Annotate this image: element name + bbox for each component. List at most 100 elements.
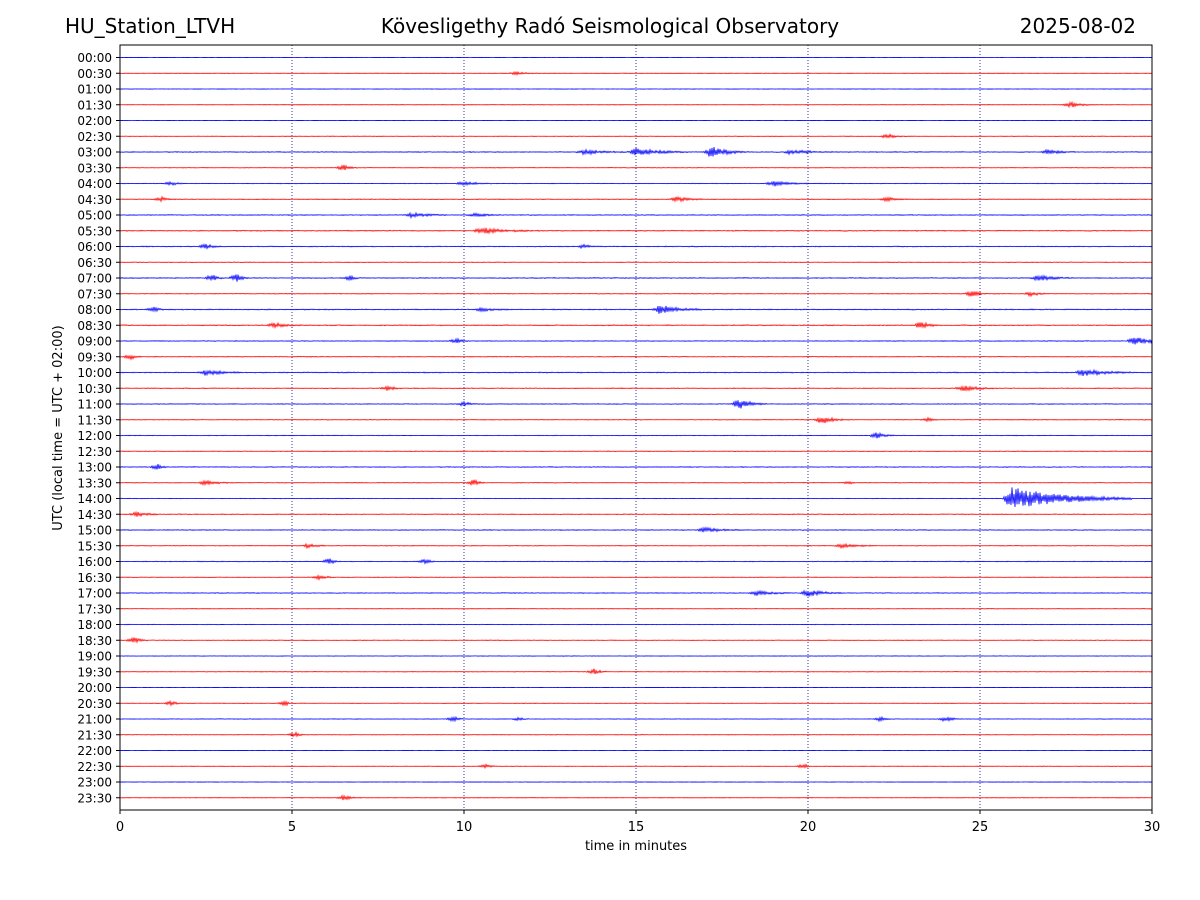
trace-row [119, 274, 1153, 282]
trace-row [119, 510, 1153, 518]
row-label: 15:30 [77, 539, 112, 553]
row-label: 16:30 [77, 571, 112, 585]
trace-row [119, 290, 1153, 298]
x-tick-label-5: 5 [288, 820, 296, 835]
row-label: 13:00 [77, 461, 112, 475]
row-label: 06:30 [77, 256, 112, 270]
row-label: 22:30 [77, 760, 112, 774]
row-label: 14:00 [77, 492, 112, 506]
trace-row [119, 794, 1153, 801]
trace-row [119, 100, 1153, 109]
row-label: 20:30 [77, 697, 112, 711]
trace-row [119, 450, 1153, 453]
row-label: 04:00 [77, 177, 112, 191]
trace-row [119, 542, 1153, 550]
x-tick-label-0: 0 [116, 820, 124, 835]
row-label: 01:00 [77, 83, 112, 97]
trace-row [119, 526, 1153, 533]
trace-row [119, 574, 1153, 581]
trace-row [119, 731, 1153, 738]
row-label: 12:00 [77, 429, 112, 443]
row-label: 02:30 [77, 130, 112, 144]
row-label: 19:00 [77, 650, 112, 664]
row-label: 00:30 [77, 67, 112, 81]
row-label: 07:30 [77, 287, 112, 301]
trace-row [119, 180, 1153, 187]
trace-row [119, 227, 1153, 235]
row-label: 03:00 [77, 146, 112, 160]
trace-row [119, 715, 1153, 723]
row-label: 00:00 [77, 51, 112, 65]
row-label: 12:30 [77, 445, 112, 459]
trace-row [119, 147, 1153, 157]
x-axis-ticks: 0 5 10 15 20 25 30 [116, 810, 1160, 835]
trace-row [119, 368, 1153, 377]
trace-row [119, 354, 1153, 361]
x-tick-label-25: 25 [972, 820, 989, 835]
row-label: 13:30 [77, 476, 112, 490]
row-label: 08:30 [77, 319, 112, 333]
row-label: 11:30 [77, 413, 112, 427]
row-label: 23:00 [77, 776, 112, 790]
trace-row [119, 133, 1153, 139]
row-label: 21:00 [77, 713, 112, 727]
trace-row [119, 164, 1153, 171]
row-label: 05:30 [77, 224, 112, 238]
trace-row [119, 623, 1153, 626]
trace-row [119, 211, 1153, 220]
trace-row [119, 478, 1153, 487]
row-label: 01:30 [77, 98, 112, 112]
trace-row [119, 385, 1153, 392]
x-tick-label-15: 15 [628, 820, 645, 835]
row-label: 09:30 [77, 350, 112, 364]
row-label: 23:30 [77, 791, 112, 805]
row-label: 16:00 [77, 555, 112, 569]
trace-row [119, 261, 1153, 264]
vertical-gridlines [291, 45, 981, 810]
trace-row [119, 321, 1153, 329]
trace-row [119, 416, 1153, 424]
row-label: 10:00 [77, 366, 112, 380]
row-label: 09:00 [77, 335, 112, 349]
row-label: 03:30 [77, 161, 112, 175]
row-label: 17:00 [77, 587, 112, 601]
trace-row [119, 305, 1153, 314]
row-label: 17:30 [77, 602, 112, 616]
trace-row [119, 337, 1153, 345]
row-label: 19:30 [77, 665, 112, 679]
row-label: 02:00 [77, 114, 112, 128]
trace-row [119, 763, 1153, 770]
station-name: HU_Station_LTVH [65, 14, 236, 38]
trace-row [119, 463, 1153, 470]
trace-row [119, 70, 1153, 76]
trace-row [119, 400, 1153, 409]
trace-row [119, 195, 1153, 203]
row-label: 11:00 [77, 398, 112, 412]
row-label: 07:00 [77, 272, 112, 286]
trace-row [119, 668, 1153, 675]
trace-row [119, 558, 1153, 565]
row-label: 18:30 [77, 634, 112, 648]
row-label: 22:00 [77, 744, 112, 758]
observatory-title: Kövesligethy Radó Seismological Observat… [380, 14, 840, 38]
row-label: 18:00 [77, 618, 112, 632]
row-label: 15:00 [77, 524, 112, 538]
row-label: 14:30 [77, 508, 112, 522]
trace-row [119, 607, 1153, 610]
trace-row [119, 699, 1153, 707]
row-label: 06:00 [77, 240, 112, 254]
trace-row [119, 431, 1153, 439]
x-tick-label-30: 30 [1144, 820, 1161, 835]
trace-row [119, 636, 1153, 644]
trace-row [119, 243, 1153, 250]
row-label: 21:30 [77, 728, 112, 742]
x-axis-label: time in minutes [585, 839, 687, 854]
trace-row [119, 589, 1153, 597]
x-tick-label-10: 10 [456, 820, 473, 835]
row-label: 10:30 [77, 382, 112, 396]
trace-row [119, 655, 1153, 657]
recording-date: 2025-08-02 [1019, 14, 1136, 38]
x-tick-label-20: 20 [800, 820, 817, 835]
seismogram-traces [119, 56, 1153, 801]
